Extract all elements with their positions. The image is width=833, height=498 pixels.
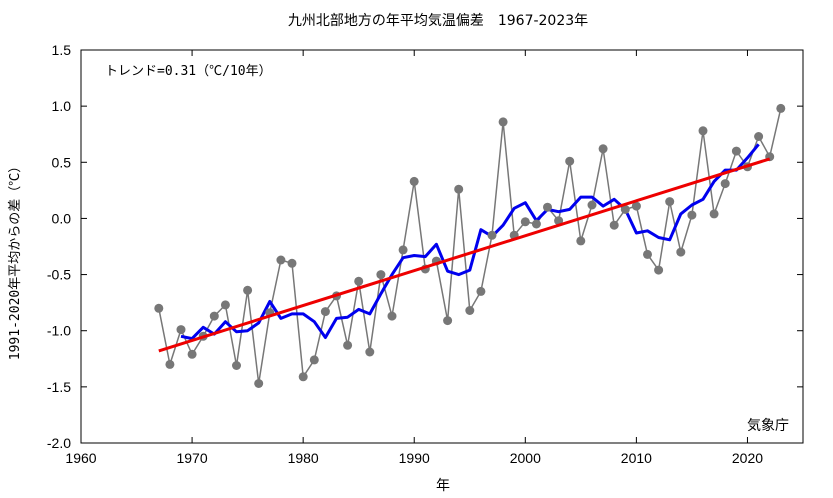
annual-data-point [498, 117, 508, 127]
annual-data-point [476, 286, 486, 296]
annual-data-point [654, 265, 664, 275]
x-tick-label: 1980 [288, 450, 319, 466]
annual-data-point [465, 306, 475, 315]
annual-data-point [165, 359, 175, 369]
annual-data-point [554, 216, 564, 226]
annual-data-point [365, 347, 375, 357]
annual-data-point [298, 372, 308, 382]
annual-data-point [520, 217, 530, 227]
x-tick-label: 1960 [65, 450, 96, 466]
annual-data-point [643, 249, 652, 259]
annual-data-point [565, 156, 575, 166]
annual-data-point [665, 197, 675, 207]
annual-data-point [209, 311, 219, 321]
annual-data-point [631, 201, 641, 211]
annual-data-point [587, 200, 597, 210]
y-axis-label: 1991-2020年平均からの差（℃） [8, 160, 23, 360]
annual-data-point [409, 176, 419, 186]
y-axis-title: 1991-2020年平均からの差（℃） [8, 160, 23, 360]
annual-data-point [176, 325, 186, 335]
annual-data-point [309, 355, 319, 365]
y-tick-label: 1.5 [52, 42, 72, 58]
annual-data-point [343, 340, 353, 350]
annual-data-point [531, 219, 541, 229]
y-tick-label: 0.0 [52, 210, 72, 226]
axis-ticks: -2.0 -1.5 -1.0 -0.5 0.0 0.5 1.0 1.5 1960 1970 1980… [47, 42, 803, 466]
annual-data-point [320, 307, 330, 317]
annual-data-point [187, 349, 197, 359]
annual-data-point [731, 146, 741, 156]
y-tick-label: -0.5 [47, 267, 71, 283]
y-tick-label: -1.0 [47, 323, 71, 339]
x-tick-label: 1970 [176, 450, 207, 466]
annual-data-point [220, 300, 230, 310]
annual-data-point [598, 144, 608, 154]
x-tick-label: 2000 [510, 450, 541, 466]
x-tick-label: 2020 [732, 450, 763, 466]
annual-data-point [443, 316, 453, 326]
annual-data-point [776, 103, 786, 113]
y-tick-label: 0.5 [52, 154, 72, 170]
annual-data-point [287, 258, 297, 268]
y-tick-label: -1.5 [47, 379, 71, 395]
annual-data-point [354, 276, 364, 286]
annual-data-point [754, 132, 764, 141]
annual-data-point [620, 204, 630, 214]
annual-series-line [158, 108, 782, 384]
series-layer [154, 103, 786, 388]
annual-data-point [487, 230, 497, 240]
annual-data-point [154, 303, 164, 313]
annual-data-point [543, 202, 552, 212]
x-axis-title: 年 [436, 478, 450, 494]
annual-data-point [609, 220, 619, 230]
trend-line [158, 157, 771, 353]
annual-data-point [376, 270, 386, 280]
annual-data-point [398, 245, 408, 255]
annual-data-point [276, 255, 286, 265]
annual-data-point [709, 209, 719, 219]
y-tick-label: -2.0 [47, 435, 71, 451]
trend-annotation: トレンド=0.31（℃/10年） [105, 64, 272, 79]
y-tick-label: 1.0 [52, 98, 72, 114]
annual-data-point [676, 247, 686, 257]
annual-data-point [698, 126, 708, 136]
source-label: 気象庁 [747, 418, 789, 434]
annual-data-point [687, 210, 697, 220]
plot-frame [80, 49, 804, 444]
annual-data-point [254, 379, 264, 388]
chart-title: 九州北部地方の年平均気温偏差 1967-2023年 [288, 13, 588, 29]
annual-data-point [720, 179, 730, 189]
annual-data-point [243, 285, 253, 295]
annual-data-point [387, 311, 397, 321]
x-tick-label: 1990 [399, 450, 430, 466]
annual-data-point [576, 236, 586, 246]
x-tick-label: 2010 [621, 450, 652, 466]
annual-data-point [454, 184, 464, 194]
annual-data-point [232, 361, 241, 370]
